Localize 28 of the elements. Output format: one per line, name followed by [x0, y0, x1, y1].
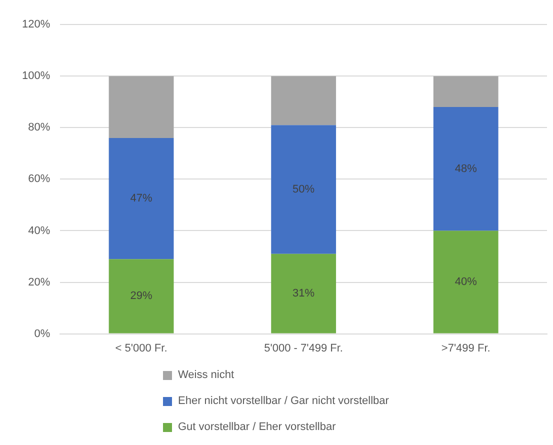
- y-tick-label: 0%: [34, 328, 50, 340]
- bar: [108, 259, 174, 334]
- y-tick-label: 120%: [22, 18, 50, 31]
- bar: [433, 230, 498, 334]
- data-label: 48%: [454, 162, 478, 175]
- bar: [108, 138, 174, 260]
- y-tick-label: 80%: [28, 122, 50, 134]
- legend-label: Gut vorstellbar / Eher vorstellbar: [178, 421, 336, 433]
- y-tick-label: 40%: [28, 224, 50, 237]
- y-tick-label: 20%: [28, 276, 50, 288]
- bar: [108, 76, 174, 138]
- data-label: 47%: [130, 192, 152, 205]
- x-tick-label: >7'499 Fr.: [441, 342, 490, 354]
- y-tick-label: 100%: [22, 70, 50, 82]
- bar: [271, 125, 336, 254]
- data-label: 29%: [130, 290, 152, 302]
- y-tick-label: 60%: [28, 173, 50, 186]
- legend-label: Weiss nicht: [178, 369, 234, 381]
- x-tick-label: < 5'000 Fr.: [115, 342, 168, 354]
- x-tick-label: 5'000 - 7'499 Fr.: [264, 342, 343, 354]
- bar: [433, 107, 498, 231]
- data-label: 31%: [292, 288, 315, 300]
- data-label: 40%: [454, 276, 478, 288]
- bar: [433, 76, 498, 108]
- data-label: 50%: [292, 184, 315, 196]
- legend-label: Eher nicht vorstellbar / Gar nicht vorstellbar: [178, 395, 389, 407]
- bar: [271, 76, 336, 126]
- bar: [271, 254, 336, 334]
